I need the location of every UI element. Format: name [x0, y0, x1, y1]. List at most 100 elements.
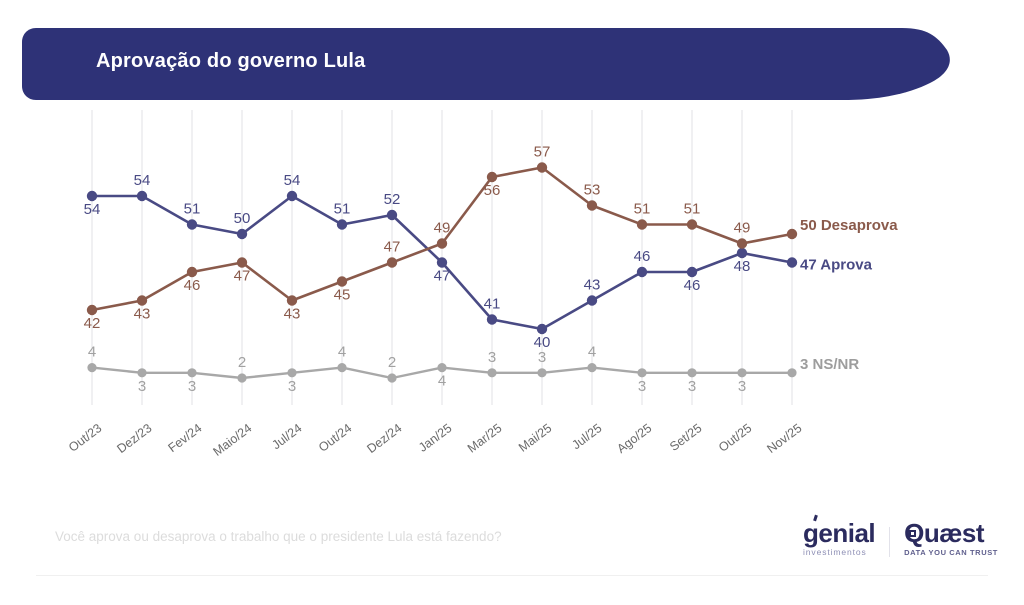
footer-divider: [36, 575, 988, 576]
value-label-desaprova: 45: [334, 287, 351, 304]
data-point-nsnr[interactable]: [687, 368, 697, 378]
data-point-desaprova[interactable]: [586, 200, 598, 211]
data-point-aprova[interactable]: [386, 209, 398, 221]
data-point-desaprova[interactable]: [286, 295, 298, 306]
data-point-desaprova[interactable]: [236, 257, 248, 268]
data-point-aprova[interactable]: [586, 295, 598, 306]
value-label-nsnr: 3: [688, 378, 696, 395]
footer-logos: genial investimentos Quæst DATA YOU CAN …: [803, 514, 998, 557]
data-point-desaprova[interactable]: [736, 238, 748, 249]
value-label-desaprova: 53: [584, 182, 601, 199]
value-label-nsnr: 3: [488, 349, 496, 366]
quaest-logo-word: Quæst: [904, 518, 984, 548]
data-point-desaprova[interactable]: [786, 228, 798, 240]
data-point-desaprova[interactable]: [186, 266, 198, 278]
data-point-aprova[interactable]: [686, 266, 698, 278]
data-point-desaprova[interactable]: [486, 171, 498, 183]
data-point-nsnr[interactable]: [587, 363, 597, 373]
value-label-desaprova: 51: [684, 201, 701, 218]
quaest-square-mark: [909, 530, 917, 537]
data-point-aprova[interactable]: [186, 219, 198, 230]
data-point-nsnr[interactable]: [637, 368, 647, 378]
value-label-aprova: 54: [284, 172, 301, 189]
x-axis-tick-label: Nov/25: [764, 421, 805, 457]
data-point-desaprova[interactable]: [536, 162, 548, 173]
x-axis-tick-label: Out/25: [716, 421, 755, 455]
chart-series-markers: [86, 162, 798, 383]
data-point-aprova[interactable]: [236, 228, 248, 240]
data-point-desaprova[interactable]: [436, 238, 448, 249]
value-label-desaprova: 43: [284, 306, 301, 323]
data-point-nsnr[interactable]: [437, 363, 447, 373]
data-point-nsnr[interactable]: [387, 373, 397, 383]
data-point-nsnr[interactable]: [337, 363, 347, 373]
logo-divider: [889, 527, 891, 557]
data-point-aprova[interactable]: [786, 257, 798, 268]
chart-series-end-labels: 47 Aprova 50 Desaprova 3 NS/NR: [800, 217, 898, 373]
value-label-nsnr: 2: [388, 354, 396, 371]
genial-logo-tagline: investimentos: [803, 547, 867, 557]
value-label-nsnr: 4: [588, 344, 596, 361]
x-axis-tick-label: Fev/24: [165, 421, 205, 456]
data-point-nsnr[interactable]: [537, 368, 547, 378]
data-point-nsnr[interactable]: [137, 368, 147, 378]
genial-logo: genial investimentos: [803, 514, 876, 557]
x-axis-tick-label: Set/25: [667, 421, 705, 454]
data-point-aprova[interactable]: [486, 314, 498, 325]
data-point-aprova[interactable]: [536, 323, 548, 335]
data-point-desaprova[interactable]: [686, 219, 698, 230]
footer-question: Você aprova ou desaprova o trabalho que …: [55, 529, 502, 544]
x-axis-tick-label: Out/24: [316, 421, 355, 455]
value-label-nsnr: 4: [438, 373, 446, 390]
genial-logo-word: genial: [803, 518, 876, 548]
data-point-aprova[interactable]: [136, 190, 148, 202]
data-point-nsnr[interactable]: [737, 368, 747, 378]
data-point-desaprova[interactable]: [86, 304, 98, 316]
value-label-aprova: 48: [734, 258, 751, 275]
header-banner: [22, 28, 982, 100]
series-end-label-aprova: 47 Aprova: [800, 257, 873, 274]
series-end-label-nsnr: 3 NS/NR: [800, 356, 859, 373]
value-label-aprova: 46: [684, 277, 701, 294]
data-point-aprova[interactable]: [436, 257, 448, 268]
data-point-aprova[interactable]: [636, 266, 648, 278]
data-point-nsnr[interactable]: [187, 368, 197, 378]
value-label-desaprova: 56: [484, 182, 501, 199]
value-label-aprova: 47: [434, 268, 451, 285]
value-label-nsnr: 4: [338, 344, 346, 361]
value-label-aprova: 46: [634, 248, 651, 265]
value-label-desaprova: 47: [234, 268, 251, 285]
value-label-aprova: 50: [234, 210, 251, 227]
x-axis-tick-label: Dez/23: [114, 421, 155, 457]
data-point-aprova[interactable]: [736, 247, 748, 259]
value-label-desaprova: 47: [384, 239, 401, 256]
chart-x-axis: Out/23 Dez/23 Fev/24 Maio/24 Jul/24 Out/24 Dez…: [0, 415, 1024, 485]
data-point-desaprova[interactable]: [386, 257, 398, 268]
value-label-nsnr: 2: [238, 354, 246, 371]
data-point-nsnr[interactable]: [287, 368, 297, 378]
value-label-nsnr: 3: [138, 378, 146, 395]
x-axis-tick-label: Dez/24: [364, 421, 405, 457]
data-point-nsnr[interactable]: [787, 368, 797, 378]
value-label-aprova: 41: [484, 296, 501, 313]
data-point-aprova[interactable]: [86, 190, 98, 202]
value-label-desaprova: 49: [734, 220, 751, 237]
header-banner-shape: [22, 28, 950, 100]
value-label-desaprova: 49: [434, 220, 451, 237]
data-point-desaprova[interactable]: [636, 219, 648, 230]
value-label-nsnr: 3: [288, 378, 296, 395]
value-label-aprova: 51: [184, 201, 201, 218]
x-axis-tick-label: Mar/25: [464, 421, 505, 456]
data-point-aprova[interactable]: [286, 190, 298, 202]
x-axis-tick-label: Mai/25: [516, 421, 555, 455]
data-point-nsnr[interactable]: [237, 373, 247, 383]
value-label-desaprova: 43: [134, 306, 151, 323]
data-point-nsnr[interactable]: [87, 363, 97, 373]
data-point-nsnr[interactable]: [487, 368, 497, 378]
data-point-desaprova[interactable]: [336, 276, 348, 287]
data-point-aprova[interactable]: [336, 219, 348, 230]
page-title: Aprovação do governo Lula: [96, 50, 366, 72]
value-label-aprova: 43: [584, 277, 601, 294]
data-point-desaprova[interactable]: [136, 295, 148, 306]
value-label-desaprova: 42: [84, 315, 101, 332]
